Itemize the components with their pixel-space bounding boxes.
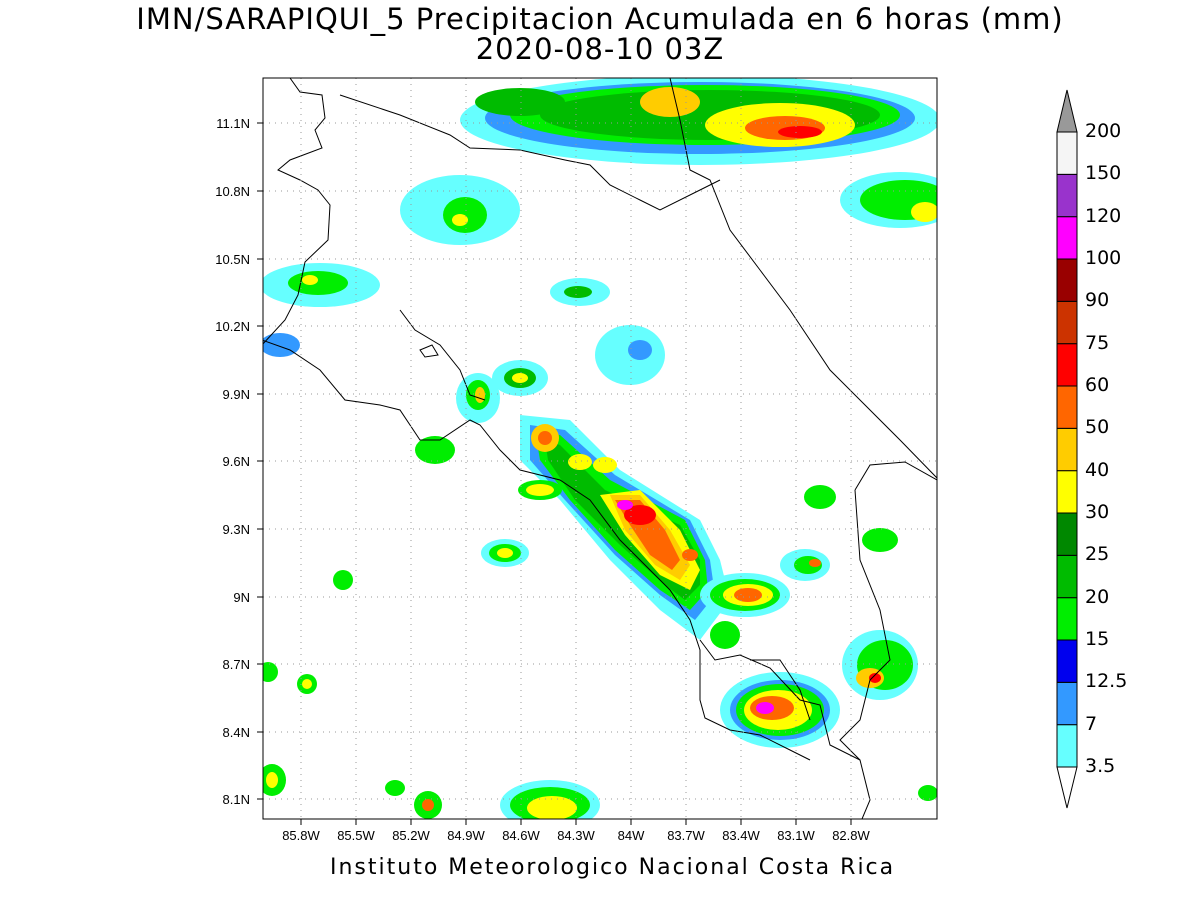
- colorbar-level-label: 150: [1085, 162, 1122, 185]
- lon-label: 83.7W: [667, 828, 705, 843]
- colorbar-level-label: 25: [1085, 543, 1110, 566]
- colorbar-swatch: [1056, 681, 1078, 726]
- lat-label: 8.7N: [223, 657, 250, 672]
- lon-label: 84.6W: [502, 828, 540, 843]
- lat-label: 11.1N: [216, 116, 250, 131]
- colorbar-level-label: 100: [1085, 247, 1122, 269]
- lon-label: 84W: [618, 828, 645, 843]
- map-frame: [262, 77, 938, 820]
- lon-label: 84.9W: [447, 828, 485, 843]
- map-subtitle-datetime: 2020-08-10 03Z: [475, 32, 725, 66]
- colorbar-level-label: 3.5: [1085, 755, 1116, 777]
- lon-label: 82.8W: [832, 828, 870, 843]
- rain-cells-south: [263, 480, 937, 819]
- lat-label: 10.8N: [215, 184, 250, 199]
- lon-label: 85.2W: [392, 828, 430, 843]
- lat-label: 9.3N: [223, 522, 250, 537]
- colorbar-level-label: 60: [1085, 374, 1110, 396]
- colorbar-bottom-arrow: [1056, 766, 1078, 809]
- colorbar: [1056, 89, 1078, 809]
- colorbar-swatch: [1056, 597, 1078, 641]
- lat-label: 10.2N: [215, 319, 250, 334]
- lat-label: 9N: [233, 590, 250, 605]
- colorbar-level-label: 75: [1085, 331, 1110, 354]
- colorbar-level-label: 40: [1085, 458, 1110, 481]
- coastlines-borders: [263, 78, 937, 819]
- rain-band-central: [520, 415, 730, 640]
- colorbar-swatch: [1056, 427, 1078, 472]
- colorbar-swatch: [1056, 173, 1078, 218]
- colorbar-level-label: 50: [1085, 416, 1110, 439]
- lon-label: 85.8W: [282, 828, 320, 843]
- lat-ticks: [257, 122, 263, 800]
- colorbar-swatch: [1056, 554, 1078, 599]
- lon-labels: 85.8W 85.5W 85.2W 84.9W 84.6W 84.3W 84W …: [282, 828, 870, 843]
- lon-label: 85.5W: [337, 828, 375, 843]
- map-title: IMN/SARAPIQUI_5 Precipitacion Acumulada …: [136, 2, 1064, 36]
- colorbar-swatch: [1056, 258, 1078, 302]
- lat-label: 8.4N: [223, 725, 250, 740]
- lat-labels: 11.1N 10.8N 10.5N 10.2N 9.9N 9.6N 9.3N 9…: [215, 116, 250, 807]
- rain-cells-nw: [263, 175, 665, 464]
- colorbar-swatch: [1056, 724, 1078, 768]
- colorbar-level-label: 7: [1085, 712, 1098, 735]
- colorbar-swatch: [1056, 385, 1078, 429]
- rain-cell-north-band: [460, 78, 937, 228]
- colorbar-swatch: [1056, 131, 1078, 175]
- lon-label: 84.3W: [557, 828, 595, 843]
- colorbar-level-label: 90: [1085, 289, 1110, 312]
- colorbar-swatch: [1056, 216, 1078, 260]
- colorbar-swatch: [1056, 512, 1078, 556]
- colorbar-level-label: 12.5: [1085, 670, 1128, 693]
- lon-label: 83.1W: [777, 828, 815, 843]
- colorbar-level-label: 20: [1085, 585, 1110, 608]
- colorbar-level-label: 30: [1085, 501, 1110, 523]
- colorbar-level-label: 200: [1085, 120, 1122, 142]
- lon-label: 83.4W: [722, 828, 760, 843]
- lat-label: 9.9N: [223, 387, 250, 402]
- graticule: [263, 78, 937, 819]
- colorbar-level-label: 15: [1085, 628, 1110, 650]
- colorbar-swatch: [1056, 470, 1078, 514]
- colorbar-swatch: [1056, 300, 1078, 345]
- lat-label: 9.6N: [223, 454, 250, 469]
- lon-ticks: [300, 819, 852, 825]
- lat-label: 8.1N: [223, 792, 250, 807]
- precipitation-field: [263, 78, 937, 819]
- colorbar-level-label: 120: [1085, 204, 1122, 227]
- colorbar-swatch: [1056, 343, 1078, 387]
- lat-label: 10.5N: [215, 252, 250, 267]
- colorbar-top-arrow: [1056, 89, 1078, 133]
- colorbar-swatch: [1056, 639, 1078, 683]
- footer-credit: Instituto Meteorologico Nacional Costa R…: [330, 855, 896, 880]
